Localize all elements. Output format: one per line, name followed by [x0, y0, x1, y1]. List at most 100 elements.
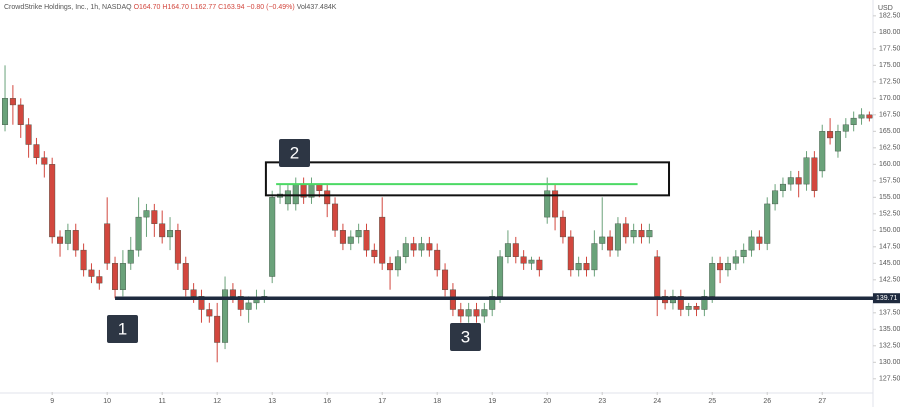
candle-body: [49, 164, 56, 238]
candle-body: [614, 223, 621, 251]
close: C163.94: [218, 4, 245, 11]
y-tick-label: 167.50: [879, 112, 900, 119]
candle-body: [355, 230, 362, 238]
candle-body: [198, 296, 205, 310]
candle-body: [72, 230, 79, 251]
candle-body: [803, 157, 810, 185]
candle-body: [371, 249, 378, 257]
candle-body: [214, 315, 221, 343]
candle-body: [442, 269, 449, 290]
candle-body: [717, 263, 724, 271]
candle-body: [96, 276, 103, 284]
x-tick-label: 16: [323, 398, 331, 405]
candle-body: [457, 309, 464, 317]
y-tick-label: 162.50: [879, 145, 900, 152]
candle-body: [795, 177, 802, 185]
candle-body: [253, 299, 260, 304]
candle-body: [481, 309, 488, 317]
candle-body: [756, 236, 763, 244]
candle-body: [677, 296, 684, 310]
candle-body: [25, 124, 32, 145]
candle-body: [17, 104, 24, 125]
candle-body: [693, 306, 700, 310]
candle-body: [167, 230, 174, 238]
candle-body: [269, 197, 276, 277]
candle-body: [363, 230, 370, 251]
candle-body: [434, 249, 441, 271]
y-tick-label: 150.00: [879, 227, 900, 234]
annotation-box: [450, 323, 481, 351]
candle-body: [292, 183, 299, 205]
candle-body: [520, 256, 527, 264]
candle-body: [764, 203, 771, 244]
y-tick-label: 127.50: [879, 376, 900, 383]
candle-body: [599, 236, 606, 244]
candle-body: [685, 306, 692, 310]
candle-body: [748, 236, 755, 251]
candle-body: [143, 210, 150, 218]
candle-body: [701, 296, 708, 310]
candle-body: [112, 263, 119, 290]
y-tick-label: 175.00: [879, 62, 900, 69]
x-tick-label: 12: [213, 398, 221, 405]
candle-body: [418, 243, 425, 251]
y-tick-label: 170.00: [879, 95, 900, 102]
candle-body: [489, 296, 496, 310]
candle-body: [174, 230, 181, 264]
candle-body: [567, 236, 574, 271]
y-tick-label: 137.50: [879, 310, 900, 317]
x-tick-label: 11: [159, 398, 166, 405]
candle-body: [104, 223, 111, 264]
candle-body: [842, 124, 849, 132]
candle-body: [654, 256, 661, 297]
chart-header: CrowdStrike Holdings, Inc., 1h, NASDAQ O…: [4, 4, 337, 11]
candle-body: [339, 230, 346, 244]
candle-body: [410, 243, 417, 251]
y-tick-label: 172.50: [879, 79, 900, 86]
y-tick-label: 135.00: [879, 326, 900, 333]
x-tick-label: 17: [378, 398, 386, 405]
candle-body: [465, 309, 472, 317]
candle-body: [2, 98, 9, 125]
candle-body: [811, 157, 818, 191]
open: O164.70: [134, 4, 161, 11]
candle-body: [206, 309, 213, 317]
y-tick-label: 177.50: [879, 46, 900, 53]
symbol: CrowdStrike Holdings, Inc., 1h, NASDAQ: [4, 4, 132, 11]
candle-body: [536, 259, 543, 271]
candle-body: [9, 98, 16, 106]
zone-box: [264, 161, 671, 197]
y-tick-label: 157.50: [879, 178, 900, 185]
candle-body: [347, 236, 354, 244]
x-tick-label: 20: [543, 398, 551, 405]
y-tick-label: 132.50: [879, 343, 900, 350]
candle-body: [504, 243, 511, 257]
candle-body: [135, 216, 142, 251]
candle-body: [528, 259, 535, 264]
y-tick-label: 155.00: [879, 194, 900, 201]
candle-body: [819, 131, 826, 172]
candle-body: [866, 114, 873, 119]
candle-body: [159, 223, 166, 238]
candle-body: [827, 131, 834, 139]
candle-body: [127, 249, 134, 264]
candle-body: [834, 131, 841, 152]
annotation-label: 1: [118, 319, 127, 338]
candle-body: [858, 114, 865, 119]
price-label: 139.71: [876, 295, 898, 302]
candle-body: [324, 190, 331, 205]
candle-body: [646, 230, 653, 238]
candle-body: [732, 256, 739, 264]
candle-body: [850, 117, 857, 125]
x-tick-label: 24: [653, 398, 661, 405]
y-tick-label: 152.50: [879, 211, 900, 218]
candle-body: [622, 223, 629, 238]
candle-body: [779, 183, 786, 191]
candle-body: [222, 289, 229, 343]
candle-body: [151, 210, 158, 224]
candle-body: [544, 190, 551, 218]
candle-body: [379, 216, 386, 264]
candle-body: [630, 230, 637, 238]
x-tick-label: 13: [268, 398, 276, 405]
x-tick-label: 25: [708, 398, 716, 405]
